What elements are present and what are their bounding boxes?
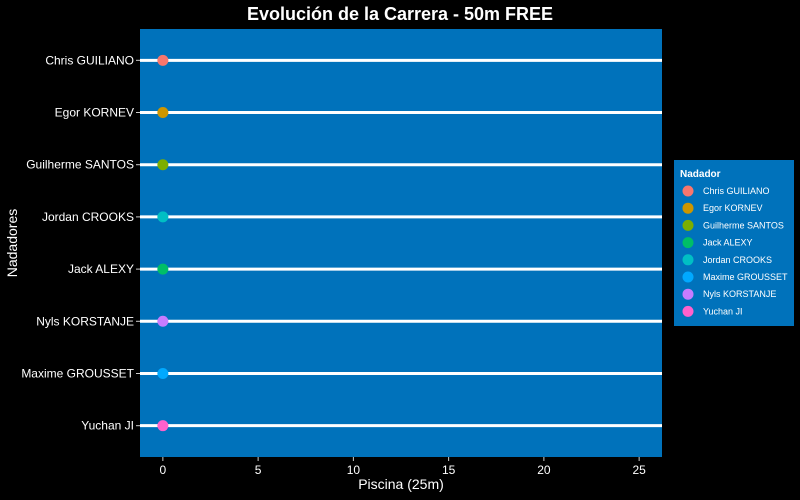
legend-key	[682, 305, 694, 317]
swimmer-point	[157, 107, 169, 119]
legend-key	[682, 202, 694, 214]
swimmer-point	[157, 159, 169, 171]
x-axis-title: Piscina (25m)	[358, 476, 444, 492]
legend-label: Maxime GROUSSET	[703, 272, 788, 282]
legend-label: Nyls KORSTANJE	[703, 289, 776, 299]
y-tick-label: Jordan CROOKS	[42, 210, 134, 224]
x-tick-label: 0	[160, 463, 167, 477]
legend-items: Chris GUILIANO Egor KORNEV Guilherme SANTO…	[682, 185, 788, 317]
x-tick-label: 20	[537, 463, 551, 477]
legend-key	[682, 185, 694, 197]
swimmer-point	[157, 211, 169, 223]
legend-label: Chris GUILIANO	[703, 186, 770, 196]
legend: Nadador Chris GUILIANO Egor KORNEV Guilher…	[674, 160, 794, 326]
swimmer-point	[157, 54, 169, 66]
legend-key	[682, 254, 694, 266]
y-axis-title: Nadadores	[4, 209, 20, 278]
y-tick-label: Maxime GROUSSET	[21, 366, 134, 380]
legend-key	[682, 237, 694, 249]
x-axis-tick-labels: 0 5 10 15 20 25	[160, 457, 646, 477]
x-tick-label: 15	[442, 463, 456, 477]
legend-label: Guilherme SANTOS	[703, 220, 784, 230]
y-tick-label: Chris GUILIANO	[45, 53, 134, 67]
swimmer-points	[157, 54, 169, 432]
y-tick-label: Nyls KORSTANJE	[36, 314, 134, 328]
y-tick-label: Egor KORNEV	[55, 106, 134, 120]
lane-lines	[140, 58, 662, 428]
legend-key	[682, 288, 694, 300]
y-axis-tick-labels: Chris GUILIANO Egor KORNEV Guilherme SANTO…	[21, 53, 140, 433]
swimmer-point	[157, 263, 169, 275]
legend-key	[682, 219, 694, 231]
y-tick-label: Yuchan JI	[81, 419, 134, 433]
y-tick-label: Guilherme SANTOS	[26, 158, 134, 172]
legend-box	[674, 160, 794, 326]
legend-label: Jack ALEXY	[703, 238, 753, 248]
x-tick-label: 10	[347, 463, 361, 477]
swimmer-point	[157, 420, 169, 432]
x-tick-label: 25	[632, 463, 646, 477]
legend-label: Yuchan JI	[703, 306, 743, 316]
swimmer-point	[157, 315, 169, 327]
y-tick-label: Jack ALEXY	[68, 262, 134, 276]
legend-key	[682, 271, 694, 283]
legend-label: Egor KORNEV	[703, 203, 763, 213]
plot-panel	[140, 29, 662, 457]
x-tick-label: 5	[255, 463, 262, 477]
legend-title: Nadador	[680, 169, 721, 180]
chart-title: Evolución de la Carrera - 50m FREE	[247, 4, 553, 24]
legend-label: Jordan CROOKS	[703, 255, 772, 265]
swimmer-point	[157, 367, 169, 379]
